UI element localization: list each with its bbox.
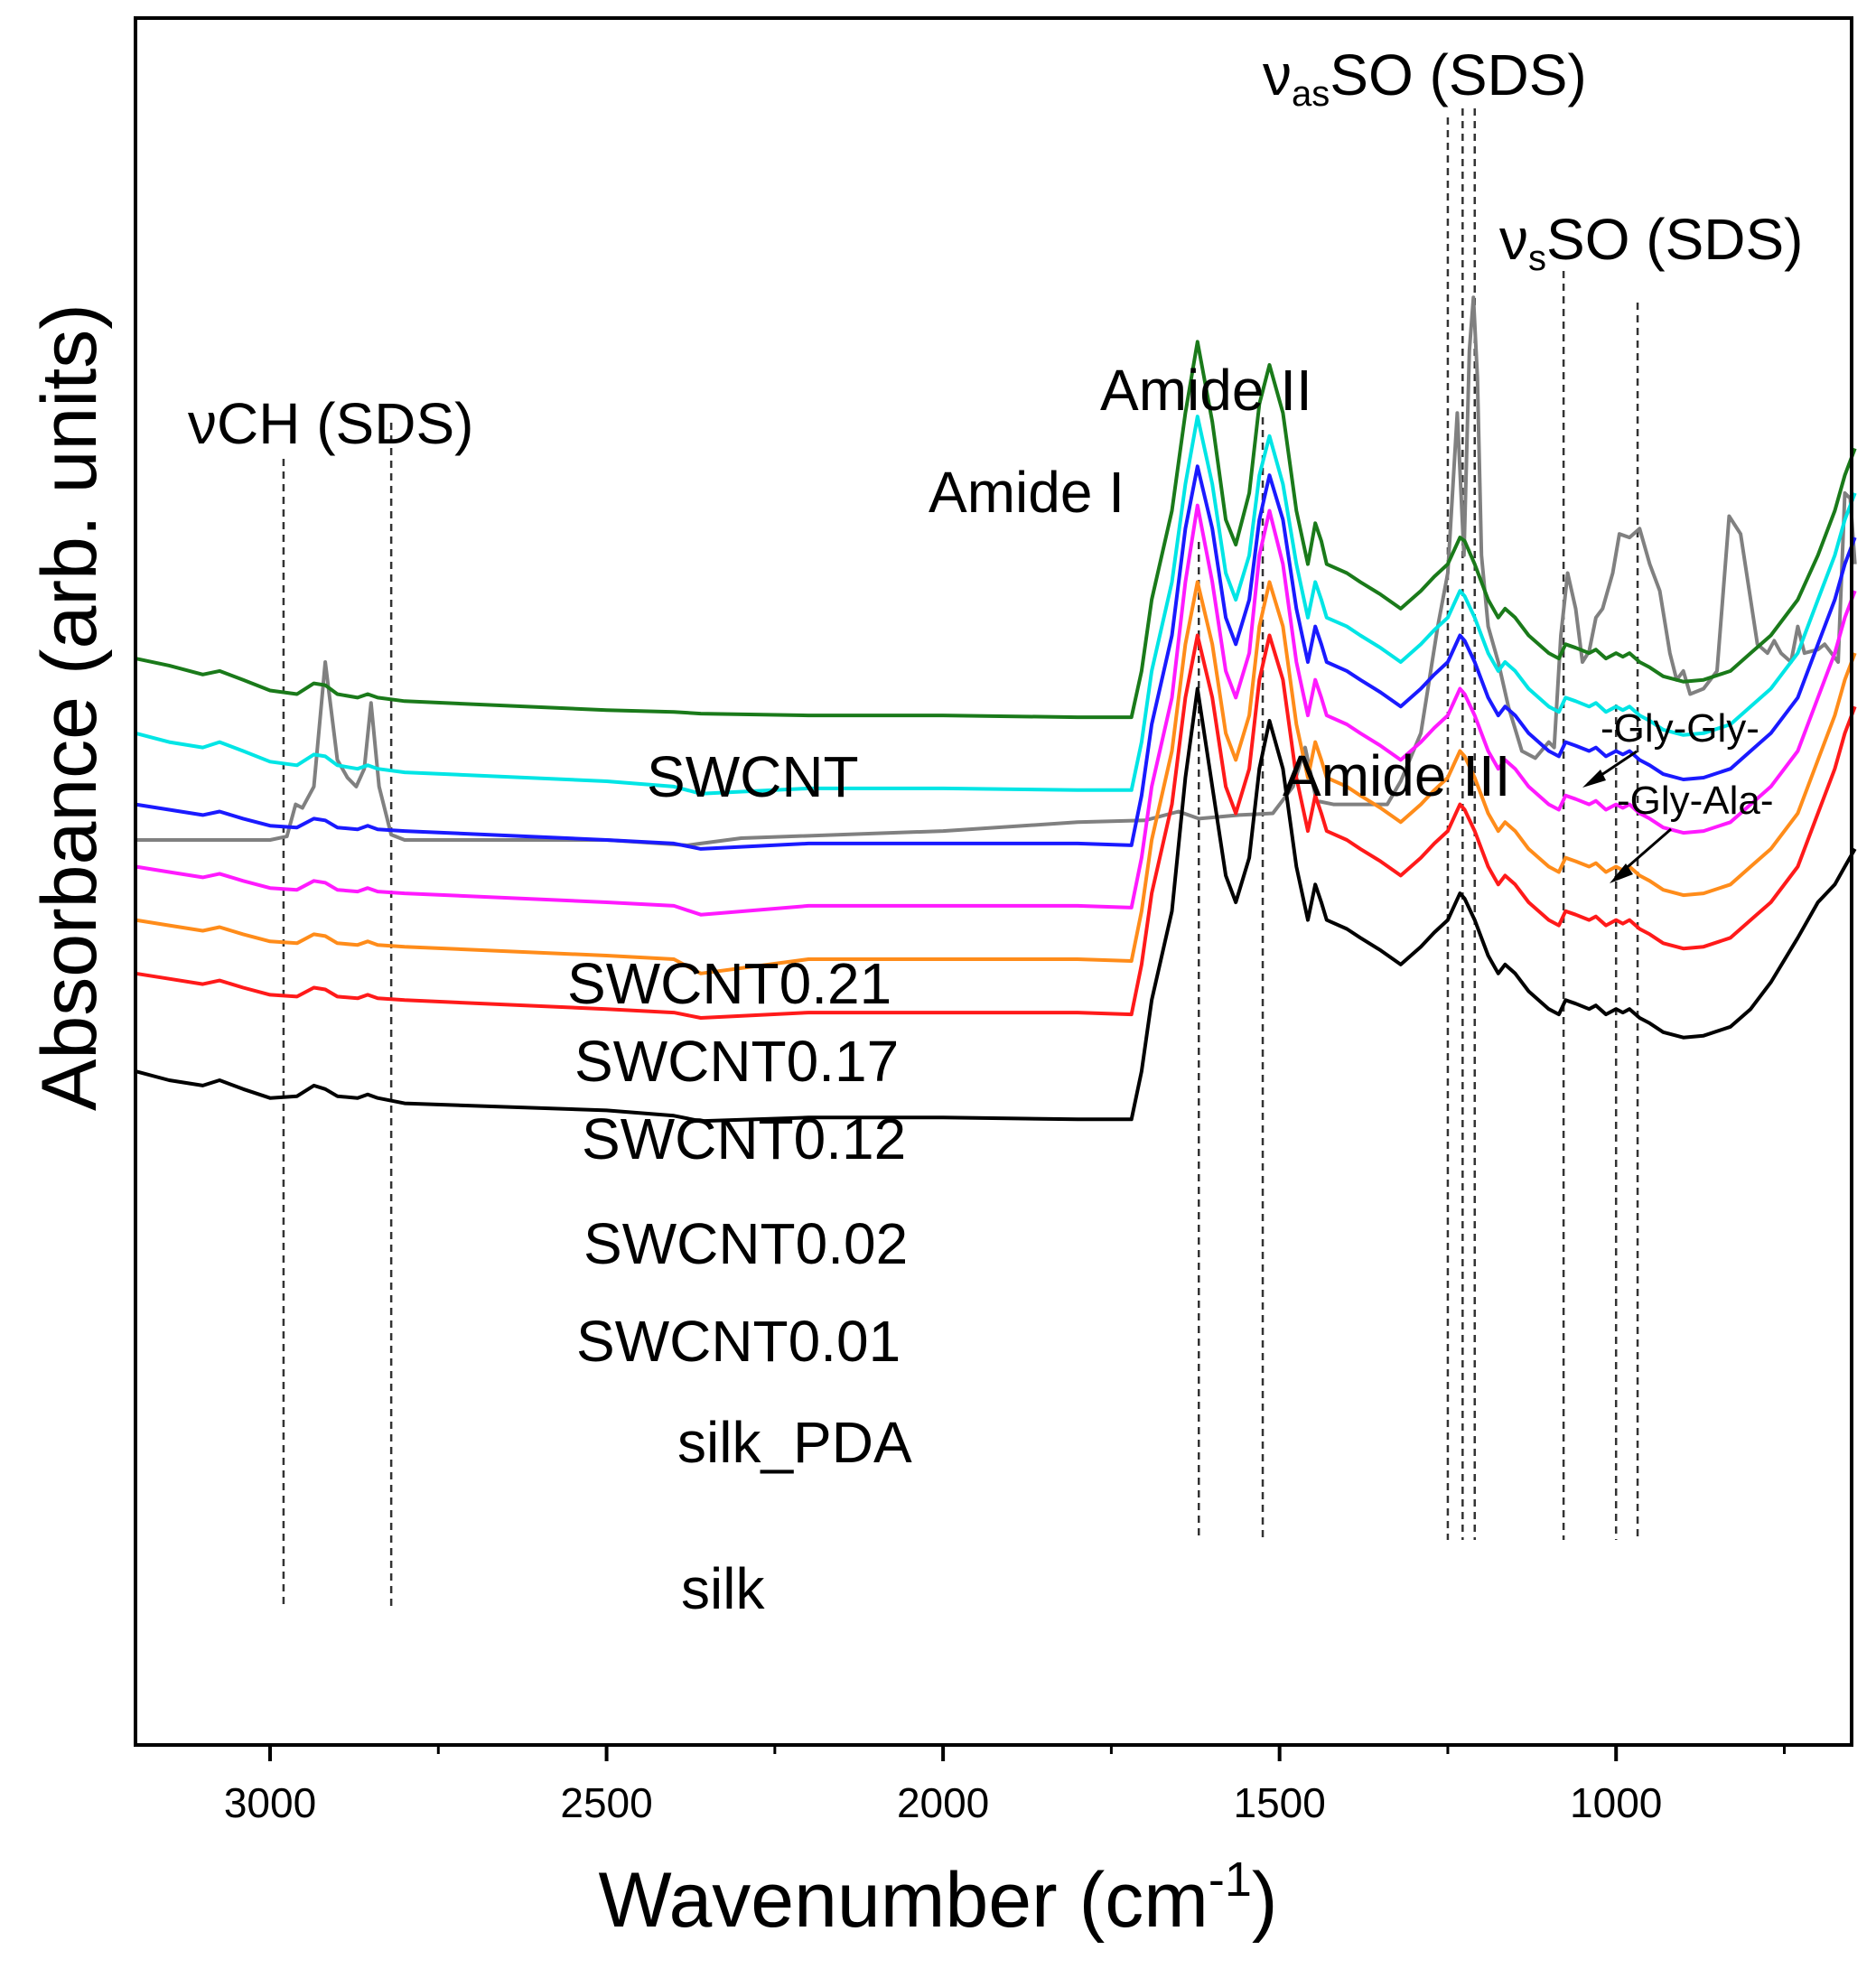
- x-axis-label-main: Wavenumber (cm: [598, 1857, 1209, 1944]
- x-tick-label-2000: 2000: [897, 1779, 989, 1826]
- nu-symbol: ν: [1263, 42, 1292, 107]
- nu-s-subscript: s: [1528, 238, 1546, 278]
- series-label-swcnt001: SWCNT0.01: [576, 1309, 901, 1374]
- x-tick-label-1000: 1000: [1570, 1779, 1662, 1826]
- x-tick-label-1500: 1500: [1233, 1779, 1325, 1826]
- series-label-swcnt021: SWCNT0.21: [567, 951, 892, 1016]
- x-axis-label: Wavenumber (cm-1): [0, 1855, 1876, 1945]
- series-label-swcnt: SWCNT: [647, 744, 859, 809]
- series-label-swcnt017: SWCNT0.17: [574, 1029, 900, 1094]
- nu-s-so-label: νsSO (SDS): [1499, 206, 1804, 276]
- gly-ala-label: -Gly-Ala-: [1617, 779, 1774, 823]
- series-label-swcnt012: SWCNT0.12: [582, 1106, 907, 1171]
- series-line-swcnt0-17: [135, 415, 1857, 796]
- series-line-swcnt: [135, 295, 1857, 847]
- series-line-silk-pda: [135, 633, 1857, 1020]
- gly-gly-label: -Gly-Gly-: [1601, 706, 1759, 751]
- annotation-arrows: [1582, 750, 1672, 883]
- reference-lines: [282, 108, 1639, 1609]
- series-label-silk-pda: silk_PDA: [677, 1410, 912, 1475]
- series-label-swcnt002: SWCNT0.02: [583, 1211, 909, 1276]
- nu-as-so-label: νasSO (SDS): [1263, 42, 1587, 112]
- amide-ii-label: Amide II: [1100, 358, 1312, 423]
- gly-ala-arrowhead: [1610, 863, 1633, 883]
- nu-as-subscript: as: [1292, 74, 1330, 114]
- series-line-swcnt0-02: [135, 503, 1857, 917]
- nu-symbol: ν: [1499, 207, 1528, 272]
- amide-i-label: Amide I: [929, 460, 1125, 525]
- y-axis-label: Absorbance (arb. units): [26, 303, 113, 1111]
- x-axis-ticks: 3000 2500 2000 1500 1000: [224, 1745, 1786, 1826]
- x-tick-label-3000: 3000: [224, 1779, 316, 1826]
- nu-as-text: SO (SDS): [1330, 42, 1587, 107]
- series-line-swcnt0-21: [135, 340, 1857, 720]
- series-line-swcnt0-12: [135, 464, 1857, 851]
- x-axis-label-close: ): [1251, 1857, 1278, 1944]
- nu-s-text: SO (SDS): [1546, 207, 1804, 272]
- x-axis-label-sup: -1: [1208, 1852, 1252, 1907]
- series-line-silk: [135, 686, 1857, 1124]
- spectra-series: [135, 295, 1857, 1124]
- series-label-silk: silk: [681, 1556, 765, 1621]
- gly-gly-arrowhead: [1582, 770, 1606, 788]
- x-tick-label-2500: 2500: [560, 1779, 652, 1826]
- plot-frame: [134, 16, 1853, 1747]
- amide-iii-label: Amide III: [1283, 743, 1511, 808]
- vch-label: νCH (SDS): [188, 391, 474, 456]
- series-line-swcnt0-01: [135, 580, 1857, 975]
